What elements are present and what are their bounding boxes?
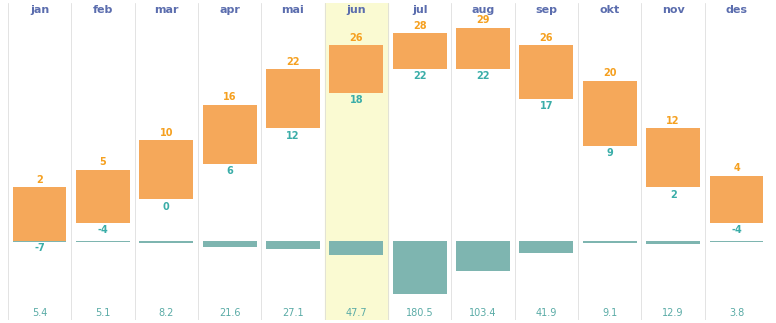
Text: 5.1: 5.1 <box>95 308 110 318</box>
Bar <box>324 3 388 320</box>
Text: 26: 26 <box>349 33 363 43</box>
Text: apr: apr <box>219 5 240 15</box>
Text: 103.4: 103.4 <box>469 308 497 318</box>
Bar <box>203 105 257 164</box>
Text: -4: -4 <box>731 225 742 235</box>
Bar <box>646 128 700 187</box>
Bar <box>393 34 447 69</box>
Text: 2: 2 <box>36 175 43 185</box>
Text: 12: 12 <box>667 116 680 126</box>
Text: 3.8: 3.8 <box>729 308 744 318</box>
Text: 21.6: 21.6 <box>219 308 241 318</box>
Text: 27.1: 27.1 <box>282 308 303 318</box>
Text: 180.5: 180.5 <box>406 308 434 318</box>
Text: feb: feb <box>92 5 113 15</box>
Bar <box>519 241 573 253</box>
Text: 41.9: 41.9 <box>535 308 557 318</box>
Bar <box>709 175 764 223</box>
Bar <box>709 241 764 242</box>
Text: nov: nov <box>662 5 684 15</box>
Bar <box>76 241 130 242</box>
Text: 28: 28 <box>413 21 427 31</box>
Text: 9: 9 <box>606 148 613 158</box>
Text: 18: 18 <box>349 95 363 105</box>
Bar <box>139 241 193 243</box>
Text: 22: 22 <box>286 57 300 67</box>
Text: 10: 10 <box>159 128 173 138</box>
Bar <box>12 241 67 242</box>
Bar <box>139 140 193 199</box>
Text: 17: 17 <box>539 101 553 111</box>
Text: 22: 22 <box>476 71 490 81</box>
Text: -7: -7 <box>34 243 45 253</box>
Text: -4: -4 <box>98 225 108 235</box>
Text: jan: jan <box>29 5 49 15</box>
Text: aug: aug <box>472 5 494 15</box>
Text: 8.2: 8.2 <box>158 308 174 318</box>
Bar <box>393 241 447 294</box>
Text: 5: 5 <box>99 157 106 167</box>
Text: 29: 29 <box>476 15 490 25</box>
Bar <box>76 170 130 223</box>
Text: jul: jul <box>412 5 428 15</box>
Text: 20: 20 <box>603 68 617 78</box>
Text: mar: mar <box>154 5 178 15</box>
Text: 0: 0 <box>163 202 170 212</box>
Bar <box>329 45 383 93</box>
Text: 47.7: 47.7 <box>345 308 367 318</box>
Text: 4: 4 <box>733 163 740 173</box>
Text: 16: 16 <box>223 92 237 102</box>
Bar <box>266 241 320 249</box>
Text: 12: 12 <box>286 130 300 141</box>
Bar <box>203 241 257 247</box>
Bar <box>583 81 637 146</box>
Bar <box>583 241 637 243</box>
Text: 12.9: 12.9 <box>663 308 684 318</box>
Text: 26: 26 <box>539 33 553 43</box>
Text: jun: jun <box>347 5 366 15</box>
Text: 5.4: 5.4 <box>32 308 47 318</box>
Text: 22: 22 <box>413 71 427 81</box>
Text: mai: mai <box>282 5 304 15</box>
Bar <box>329 241 383 255</box>
Text: okt: okt <box>600 5 620 15</box>
Bar <box>519 45 573 99</box>
Text: 9.1: 9.1 <box>602 308 618 318</box>
Text: 6: 6 <box>226 166 233 176</box>
Bar <box>456 241 510 271</box>
Bar <box>456 27 510 69</box>
Text: sep: sep <box>535 5 557 15</box>
Bar <box>266 69 320 128</box>
Text: des: des <box>726 5 747 15</box>
Bar <box>12 187 67 241</box>
Text: 2: 2 <box>670 190 677 200</box>
Bar <box>646 241 700 245</box>
